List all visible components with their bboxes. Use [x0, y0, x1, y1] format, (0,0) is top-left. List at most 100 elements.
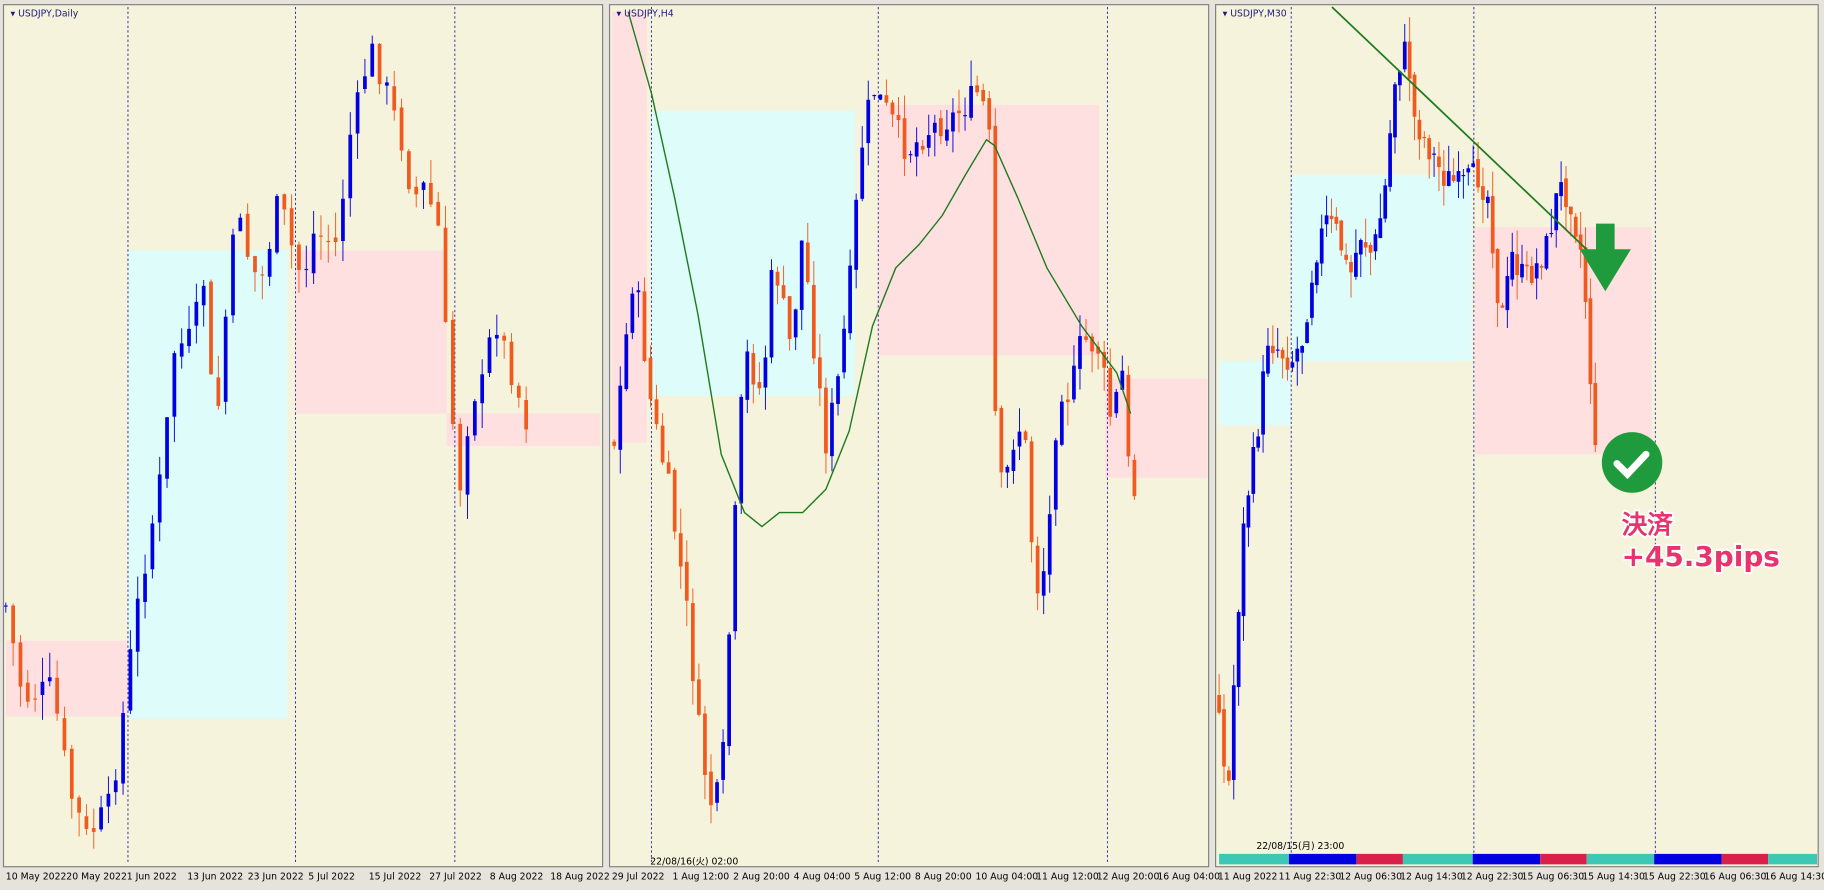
- candle-body: [660, 425, 665, 463]
- candle-body: [1349, 261, 1353, 273]
- candle-body: [1066, 399, 1070, 403]
- candle-body: [1578, 234, 1583, 250]
- x-axis-label: 8 Aug 2022: [490, 872, 544, 883]
- candle-body: [1090, 336, 1094, 352]
- candle-body: [618, 385, 623, 450]
- candle-body: [1251, 447, 1256, 494]
- candle-body: [1481, 186, 1485, 200]
- candle-body: [1412, 74, 1417, 117]
- candle-body: [1402, 41, 1407, 70]
- candle-body: [854, 199, 859, 270]
- candle-body: [1495, 248, 1500, 304]
- candle-body: [932, 122, 937, 133]
- candle-body: [1398, 71, 1402, 86]
- candle-body: [757, 382, 762, 389]
- candle-body: [896, 115, 901, 121]
- candle-body: [848, 265, 852, 334]
- candle-body: [721, 741, 725, 780]
- candle-body: [981, 89, 986, 102]
- candle-body: [231, 234, 235, 316]
- candle-body: [666, 462, 671, 474]
- candle-body: [1324, 215, 1329, 225]
- candle-body: [1500, 305, 1505, 308]
- candle-body: [969, 85, 973, 118]
- x-axis-label: 16 Aug 06:30: [1704, 872, 1767, 883]
- candle-body: [926, 135, 931, 148]
- candle-body: [1126, 374, 1131, 457]
- candle-body: [1241, 523, 1246, 617]
- candle-body: [516, 385, 521, 398]
- candle-body: [1534, 263, 1539, 279]
- candle-body: [341, 198, 345, 242]
- candle-body: [165, 417, 169, 479]
- candle-body: [509, 341, 514, 386]
- candle-body: [1108, 367, 1113, 417]
- candle-body: [201, 285, 206, 306]
- candle-body: [769, 270, 774, 358]
- candle-body: [282, 194, 287, 210]
- candle-body: [289, 208, 294, 246]
- candle-body: [902, 118, 907, 159]
- x-axis-label: 15 Aug 14:30: [1582, 872, 1645, 883]
- candle-body: [1005, 466, 1010, 473]
- candle-body: [187, 328, 191, 347]
- x-axis-label: 11 Aug 22:30: [1279, 872, 1342, 883]
- trendline: [1331, 6, 1589, 252]
- candle-body: [1120, 370, 1125, 390]
- candle-body: [1280, 349, 1285, 359]
- candle-body: [1490, 196, 1495, 254]
- x-axis-label: 16 Aug 14:30: [1764, 872, 1824, 883]
- candle-body: [672, 469, 677, 532]
- candle-body: [1227, 770, 1231, 781]
- candle-body: [703, 713, 707, 775]
- candle-body: [143, 573, 147, 602]
- candle-body: [135, 598, 140, 652]
- period-separators: [127, 6, 1656, 865]
- candle-body: [1407, 41, 1412, 79]
- candle-body: [993, 125, 998, 412]
- candle-body: [1437, 156, 1441, 168]
- candle-body: [18, 642, 23, 687]
- candle-body: [480, 374, 485, 404]
- candle-body: [121, 713, 125, 784]
- candle-body: [636, 290, 641, 293]
- candle-body: [914, 142, 919, 157]
- candle-body: [253, 256, 257, 273]
- candle-body: [370, 43, 375, 77]
- candle-body: [1314, 262, 1319, 286]
- candle-body: [1515, 254, 1519, 276]
- candle-body: [1388, 133, 1392, 187]
- candle-body: [1035, 545, 1040, 594]
- candle-body: [1544, 235, 1549, 269]
- candle-body: [938, 118, 943, 137]
- panel-title: ▾ USDJPY,H4: [617, 8, 674, 19]
- candle-body: [333, 237, 338, 243]
- candle-body: [1383, 185, 1388, 219]
- candle-body: [1432, 153, 1436, 155]
- candle-body: [69, 748, 74, 799]
- candle-body: [494, 334, 499, 339]
- candle-body: [1354, 252, 1358, 277]
- candle-body: [678, 533, 683, 567]
- candle-body: [216, 377, 221, 407]
- candle-body: [1285, 357, 1290, 370]
- candle-body: [55, 677, 59, 714]
- candle-body: [630, 293, 635, 333]
- candle-body: [450, 319, 455, 424]
- candle-body: [1378, 218, 1383, 239]
- candle-body: [1593, 383, 1598, 446]
- candle-body: [355, 92, 360, 134]
- candle-body: [1505, 276, 1510, 311]
- zones: [5, 11, 1652, 719]
- candle-body: [1520, 263, 1524, 278]
- candle-body: [830, 402, 834, 457]
- x-axis-label: 12 Aug 20:00: [1097, 872, 1160, 883]
- x-axis-label: 20 May 2022: [66, 872, 127, 883]
- x-axis-label: 4 Aug 04:00: [794, 872, 851, 883]
- candle-body: [1358, 240, 1363, 255]
- cursor-label: 22/08/15(月) 23:00: [1256, 841, 1344, 852]
- sell-arrow: [1579, 223, 1631, 292]
- candle-body: [1310, 282, 1314, 318]
- candle-body: [1461, 174, 1466, 177]
- candle-body: [920, 145, 925, 150]
